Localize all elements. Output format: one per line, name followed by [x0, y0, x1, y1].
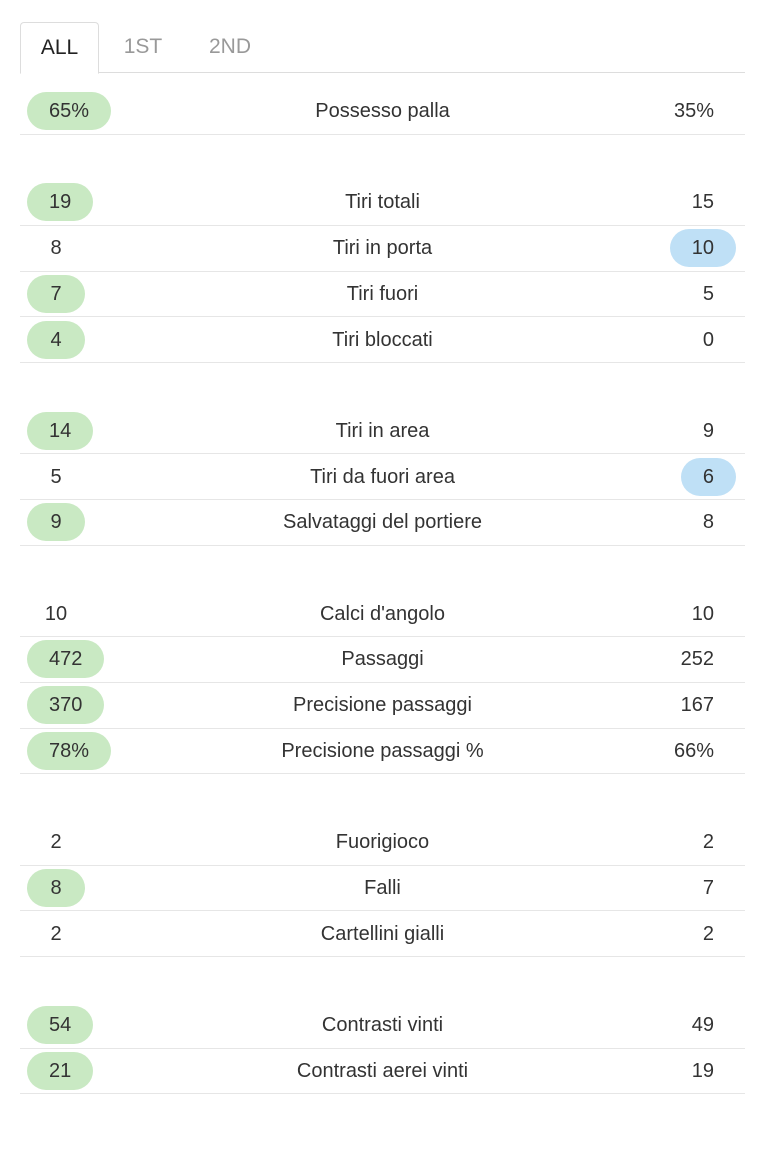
home-value: 8 [50, 237, 62, 260]
tab[interactable]: ALL [20, 22, 99, 74]
stat-row: 5 Tiri da fuori area 6 [20, 454, 745, 501]
stat-row: 9 Salvataggi del portiere 8 [20, 500, 745, 546]
stat-label: Falli [364, 876, 401, 899]
home-value: 9 [27, 503, 85, 542]
home-value: 21 [27, 1051, 94, 1090]
stat-label: Fuorigioco [335, 831, 430, 854]
away-value: 66% [673, 739, 714, 762]
stat-row: 370 Precisione passaggi 167 [20, 683, 745, 729]
stat-row: 65% Possesso palla 35% [20, 89, 745, 135]
stat-label: Tiri bloccati [332, 328, 433, 351]
tab[interactable]: 2ND [208, 35, 251, 58]
home-value: 10 [44, 602, 68, 625]
home-value: 2 [50, 831, 62, 854]
away-value: 0 [702, 328, 714, 351]
home-value: 78% [27, 731, 112, 770]
stat-label: Contrasti aerei vinti [296, 1059, 469, 1082]
stat-row: 10 Calci d'angolo 10 [20, 591, 745, 638]
away-value: 5 [702, 282, 714, 305]
home-value: 8 [27, 868, 85, 907]
away-value: 35% [673, 100, 714, 122]
away-value: 6 [680, 457, 736, 496]
stat-label: Tiri in area [335, 419, 430, 442]
home-value: 19 [27, 183, 94, 222]
stat-label: Possesso palla [315, 100, 450, 122]
home-value: 5 [50, 465, 62, 488]
stat-row: 8 Tiri in porta 10 [20, 226, 745, 272]
away-value: 167 [680, 694, 714, 717]
home-value: 2 [50, 922, 62, 945]
stat-label: Contrasti vinti [321, 1014, 444, 1036]
stat-row: 54 Contrasti vinti 49 [20, 1003, 745, 1049]
home-value: 65% [27, 92, 112, 130]
away-value: 7 [702, 876, 714, 899]
stat-label: Tiri fuori [346, 282, 419, 305]
stat-row: 4 Tiri bloccati 0 [20, 317, 745, 363]
stat-row: 7 Tiri fuori 5 [20, 271, 745, 318]
away-value: 15 [691, 191, 714, 214]
home-value: 472 [27, 640, 105, 679]
away-value: 8 [702, 511, 714, 534]
stat-label: Precisione passaggi % [281, 739, 484, 762]
home-value: 54 [27, 1006, 94, 1044]
stat-label: Passaggi [341, 648, 424, 671]
stat-row: 19 Tiri totali 15 [20, 180, 745, 226]
tab-bar: ALL 1ST 2ND [20, 22, 745, 74]
away-value: 2 [702, 831, 714, 854]
away-value: 10 [691, 602, 714, 625]
away-value: 10 [669, 229, 736, 268]
away-value: 9 [702, 419, 714, 442]
stat-row: 14 Tiri in area 9 [20, 408, 745, 455]
stat-label: Calci d'angolo [319, 602, 445, 625]
home-value: 7 [27, 274, 85, 313]
home-value: 14 [27, 411, 94, 450]
away-value: 2 [702, 922, 714, 945]
stat-label: Tiri da fuori area [310, 465, 455, 488]
tab[interactable]: 1ST [123, 35, 163, 58]
stat-label: Precisione passaggi [293, 694, 472, 717]
stat-label: Tiri totali [345, 191, 420, 214]
stat-row: 21 Contrasti aerei vinti 19 [20, 1048, 745, 1095]
stat-label: Tiri in porta [332, 237, 433, 260]
away-value: 49 [691, 1014, 714, 1036]
home-value: 4 [27, 320, 85, 359]
away-value: 252 [680, 648, 714, 671]
stat-label: Cartellini gialli [320, 922, 445, 945]
stat-row: 78% Precisione passaggi % 66% [20, 728, 745, 775]
stat-row: 2 Fuorigioco 2 [20, 820, 745, 866]
stat-label: Salvataggi del portiere [282, 511, 482, 534]
away-value: 19 [691, 1059, 714, 1082]
stat-row: 8 Falli 7 [20, 865, 745, 912]
stat-row: 2 Cartellini gialli 2 [20, 911, 745, 958]
stat-row: 472 Passaggi 252 [20, 637, 745, 683]
home-value: 370 [27, 686, 105, 725]
